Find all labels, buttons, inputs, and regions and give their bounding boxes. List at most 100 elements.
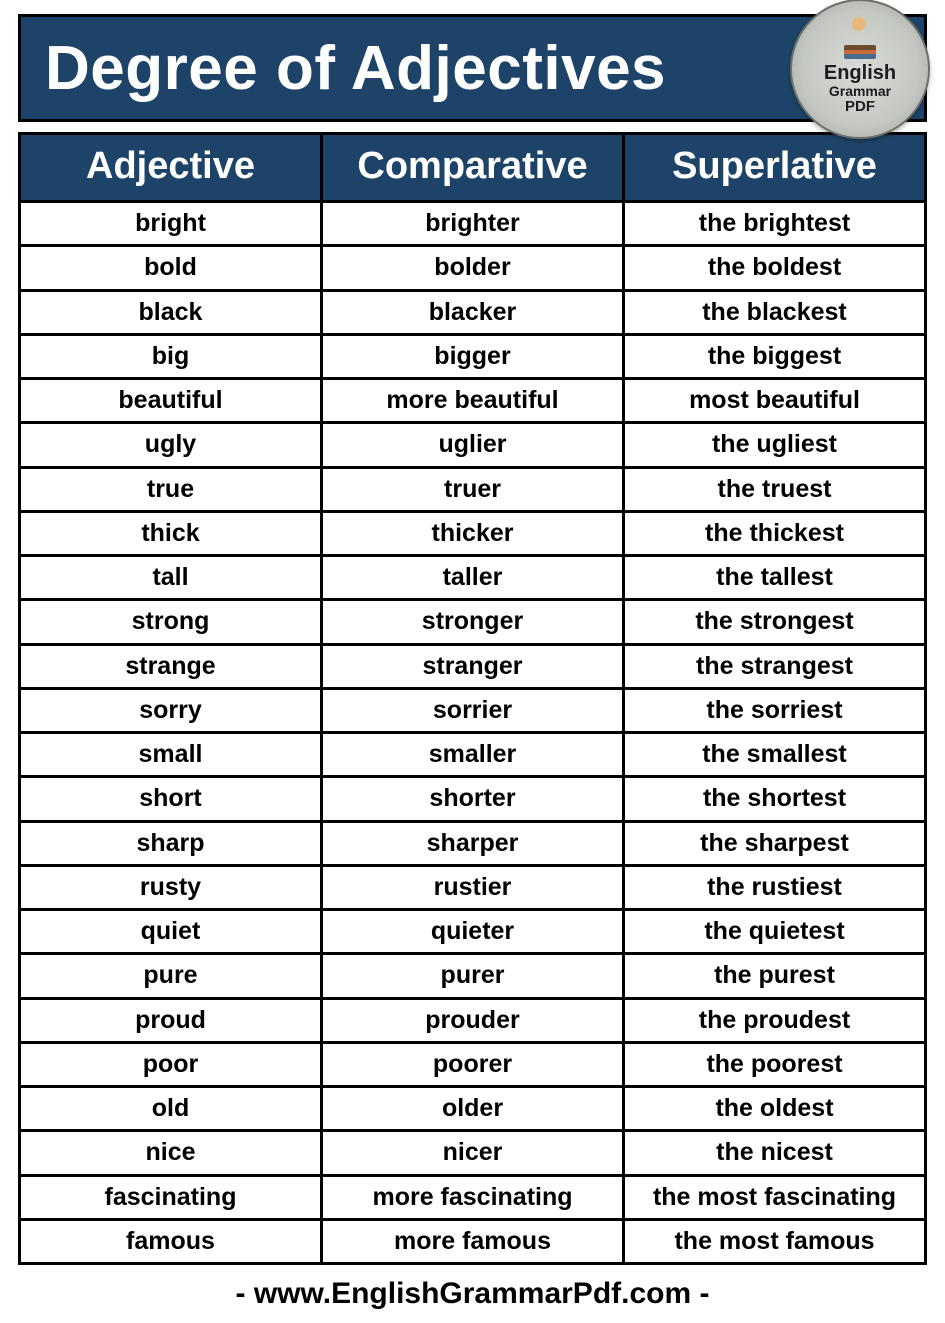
- table-row: beautifulmore beautifulmost beautiful: [20, 379, 926, 423]
- col-header-superlative: Superlative: [624, 134, 926, 202]
- table-cell: the tallest: [624, 556, 926, 600]
- table-cell: the sharpest: [624, 821, 926, 865]
- table-cell: strange: [20, 644, 322, 688]
- table-cell: smaller: [322, 733, 624, 777]
- table-cell: older: [322, 1087, 624, 1131]
- table-cell: thick: [20, 511, 322, 555]
- table-cell: bright: [20, 202, 322, 246]
- table-header-row: Adjective Comparative Superlative: [20, 134, 926, 202]
- badge-line-1: English: [824, 63, 896, 84]
- table-row: strangestrangerthe strangest: [20, 644, 926, 688]
- table-cell: the strangest: [624, 644, 926, 688]
- badge-line-2: Grammar: [824, 84, 896, 99]
- table-cell: truer: [322, 467, 624, 511]
- table-row: famousmore famousthe most famous: [20, 1219, 926, 1263]
- table-cell: the proudest: [624, 998, 926, 1042]
- table-cell: sharp: [20, 821, 322, 865]
- title-bar: Degree of Adjectives English Grammar PDF: [18, 14, 927, 122]
- table-cell: sorry: [20, 688, 322, 732]
- table-cell: prouder: [322, 998, 624, 1042]
- table-cell: most beautiful: [624, 379, 926, 423]
- table-cell: big: [20, 334, 322, 378]
- table-cell: bigger: [322, 334, 624, 378]
- table-cell: the nicest: [624, 1131, 926, 1175]
- table-cell: strong: [20, 600, 322, 644]
- table-cell: the smallest: [624, 733, 926, 777]
- table-cell: bolder: [322, 246, 624, 290]
- table-cell: the sorriest: [624, 688, 926, 732]
- table-cell: stranger: [322, 644, 624, 688]
- table-cell: the strongest: [624, 600, 926, 644]
- table-row: blackblackerthe blackest: [20, 290, 926, 334]
- table-row: purepurerthe purest: [20, 954, 926, 998]
- table-cell: poor: [20, 1042, 322, 1086]
- table-cell: the poorest: [624, 1042, 926, 1086]
- table-cell: taller: [322, 556, 624, 600]
- table-cell: the brightest: [624, 202, 926, 246]
- table-cell: old: [20, 1087, 322, 1131]
- table-cell: nice: [20, 1131, 322, 1175]
- table-row: strongstrongerthe strongest: [20, 600, 926, 644]
- col-header-adjective: Adjective: [20, 134, 322, 202]
- col-header-comparative: Comparative: [322, 134, 624, 202]
- adjectives-table: Adjective Comparative Superlative bright…: [18, 132, 927, 1265]
- table-cell: more famous: [322, 1219, 624, 1263]
- table-cell: the rustiest: [624, 865, 926, 909]
- table-cell: sharper: [322, 821, 624, 865]
- table-cell: the most famous: [624, 1219, 926, 1263]
- table-row: thickthickerthe thickest: [20, 511, 926, 555]
- badge-line-3: PDF: [824, 99, 896, 115]
- table-cell: purer: [322, 954, 624, 998]
- table-cell: blacker: [322, 290, 624, 334]
- table-cell: rusty: [20, 865, 322, 909]
- table-cell: the blackest: [624, 290, 926, 334]
- table-cell: nicer: [322, 1131, 624, 1175]
- footer-url: - www.EnglishGrammarPdf.com -: [18, 1265, 927, 1311]
- table-cell: the truest: [624, 467, 926, 511]
- table-cell: rustier: [322, 865, 624, 909]
- table-row: oldolderthe oldest: [20, 1087, 926, 1131]
- table-row: proudprouderthe proudest: [20, 998, 926, 1042]
- table-row: smallsmallerthe smallest: [20, 733, 926, 777]
- table-cell: quiet: [20, 910, 322, 954]
- table-cell: the thickest: [624, 511, 926, 555]
- table-cell: fascinating: [20, 1175, 322, 1219]
- table-cell: black: [20, 290, 322, 334]
- table-cell: brighter: [322, 202, 624, 246]
- table-cell: bold: [20, 246, 322, 290]
- table-row: poorpoorerthe poorest: [20, 1042, 926, 1086]
- table-cell: pure: [20, 954, 322, 998]
- table-cell: the ugliest: [624, 423, 926, 467]
- table-cell: the biggest: [624, 334, 926, 378]
- table-cell: the most fascinating: [624, 1175, 926, 1219]
- table-cell: more fascinating: [322, 1175, 624, 1219]
- table-cell: thicker: [322, 511, 624, 555]
- table-row: boldbolderthe boldest: [20, 246, 926, 290]
- table-cell: famous: [20, 1219, 322, 1263]
- table-cell: the shortest: [624, 777, 926, 821]
- table-cell: small: [20, 733, 322, 777]
- table-cell: the oldest: [624, 1087, 926, 1131]
- table-row: quietquieterthe quietest: [20, 910, 926, 954]
- table-cell: poorer: [322, 1042, 624, 1086]
- table-row: fascinatingmore fascinatingthe most fasc…: [20, 1175, 926, 1219]
- badge-text: English Grammar PDF: [824, 63, 896, 114]
- table-row: rustyrustierthe rustiest: [20, 865, 926, 909]
- table-row: bigbiggerthe biggest: [20, 334, 926, 378]
- table-cell: the purest: [624, 954, 926, 998]
- table-cell: more beautiful: [322, 379, 624, 423]
- brand-badge: English Grammar PDF: [790, 0, 930, 139]
- table-row: brightbrighterthe brightest: [20, 202, 926, 246]
- table-cell: sorrier: [322, 688, 624, 732]
- table-cell: quieter: [322, 910, 624, 954]
- table-cell: the boldest: [624, 246, 926, 290]
- table-row: uglyuglierthe ugliest: [20, 423, 926, 467]
- table-cell: tall: [20, 556, 322, 600]
- table-cell: short: [20, 777, 322, 821]
- table-row: truetruerthe truest: [20, 467, 926, 511]
- table-cell: the quietest: [624, 910, 926, 954]
- table-cell: true: [20, 467, 322, 511]
- table-cell: shorter: [322, 777, 624, 821]
- table-cell: uglier: [322, 423, 624, 467]
- table-row: shortshorterthe shortest: [20, 777, 926, 821]
